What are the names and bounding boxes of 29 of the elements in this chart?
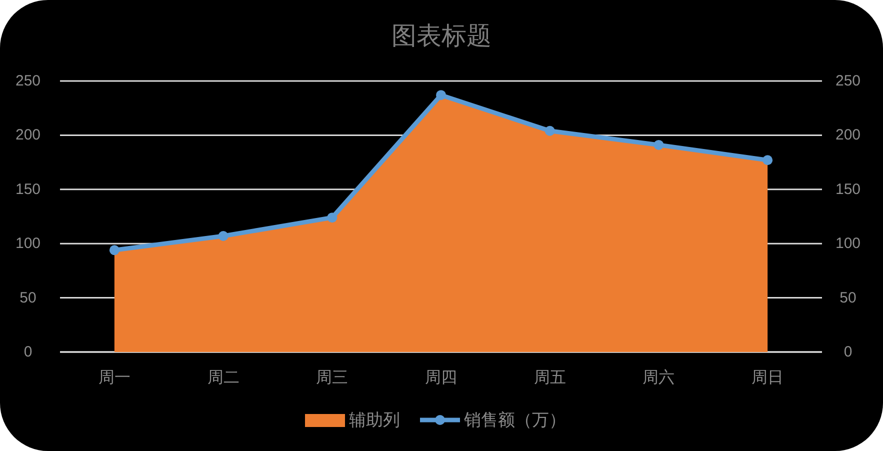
x-tick-label: 周一 (98, 370, 130, 386)
point (654, 140, 664, 150)
x-tick-label: 周六 (642, 368, 675, 386)
legend-label: 销售额（万） (463, 410, 566, 430)
y-tick-label: 250 (15, 72, 41, 90)
point (327, 212, 338, 223)
y2-tick-label: 150 (835, 180, 861, 198)
chart-title: 图表标题 (392, 22, 492, 50)
y2-tick-label: 50 (840, 289, 856, 306)
y2-tick-label: 200 (835, 126, 861, 144)
point (109, 245, 120, 256)
legend-label: 辅助列 (349, 410, 400, 430)
x-tick-label: 周四 (425, 370, 457, 386)
x-tick-label: 周日 (752, 370, 784, 386)
y-tick-label: 150 (15, 180, 41, 198)
point (436, 90, 446, 100)
point (544, 126, 555, 136)
y2-tick-label: 250 (835, 72, 861, 90)
x-tick-label: 周二 (207, 370, 240, 386)
y-tick-label: 100 (15, 235, 41, 252)
point (762, 155, 773, 166)
y-tick-label: 200 (15, 126, 41, 144)
x-tick-label: 周五 (534, 370, 566, 386)
y2-tick-label: 0 (844, 344, 852, 360)
x-tick-label: 周三 (316, 370, 348, 386)
y-tick-label: 50 (20, 289, 36, 306)
y2-tick-label: 100 (835, 235, 861, 252)
y-tick-label: 0 (24, 344, 32, 360)
point (218, 231, 228, 242)
